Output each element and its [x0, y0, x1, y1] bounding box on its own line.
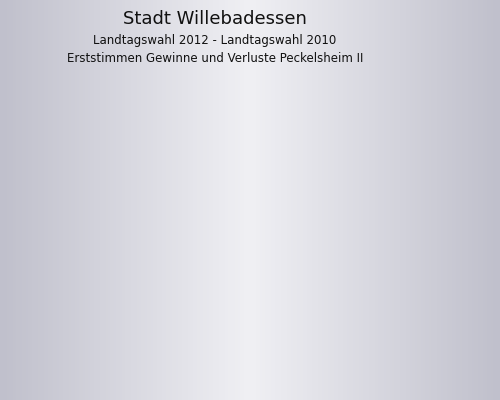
- FancyBboxPatch shape: [245, 230, 250, 238]
- FancyBboxPatch shape: [277, 117, 299, 230]
- FancyBboxPatch shape: [228, 230, 250, 238]
- FancyBboxPatch shape: [180, 208, 206, 231]
- FancyBboxPatch shape: [376, 230, 402, 266]
- FancyBboxPatch shape: [34, 230, 60, 263]
- FancyBboxPatch shape: [375, 230, 397, 264]
- Text: Stadt Willebadessen: Stadt Willebadessen: [123, 10, 307, 28]
- FancyBboxPatch shape: [82, 230, 104, 289]
- FancyBboxPatch shape: [148, 230, 153, 233]
- Text: -0,65 %: -0,65 %: [218, 241, 260, 251]
- Text: -0,24 %: -0,24 %: [120, 236, 163, 246]
- FancyBboxPatch shape: [131, 230, 153, 233]
- FancyBboxPatch shape: [83, 230, 109, 290]
- FancyBboxPatch shape: [50, 230, 55, 262]
- FancyBboxPatch shape: [196, 208, 202, 230]
- Text: 10,09 %: 10,09 %: [266, 103, 311, 113]
- FancyBboxPatch shape: [230, 230, 256, 238]
- Text: Landtagswahl 2012 - Landtagswahl 2010: Landtagswahl 2012 - Landtagswahl 2010: [94, 34, 336, 47]
- FancyBboxPatch shape: [98, 230, 104, 289]
- FancyBboxPatch shape: [10, 226, 406, 234]
- Text: -2,83 %: -2,83 %: [22, 265, 66, 275]
- Text: Erststimmen Gewinne und Verluste Peckelsheim II: Erststimmen Gewinne und Verluste Peckels…: [67, 52, 363, 65]
- FancyBboxPatch shape: [33, 230, 55, 262]
- FancyBboxPatch shape: [278, 117, 304, 231]
- FancyBboxPatch shape: [132, 230, 158, 234]
- Text: -3,07 %: -3,07 %: [364, 268, 407, 278]
- FancyBboxPatch shape: [180, 208, 202, 230]
- Text: 0,00 %: 0,00 %: [318, 217, 356, 227]
- Text: -5,25 %: -5,25 %: [72, 292, 114, 302]
- Text: 1,95 %: 1,95 %: [171, 195, 210, 205]
- FancyBboxPatch shape: [294, 117, 299, 230]
- FancyBboxPatch shape: [392, 230, 397, 264]
